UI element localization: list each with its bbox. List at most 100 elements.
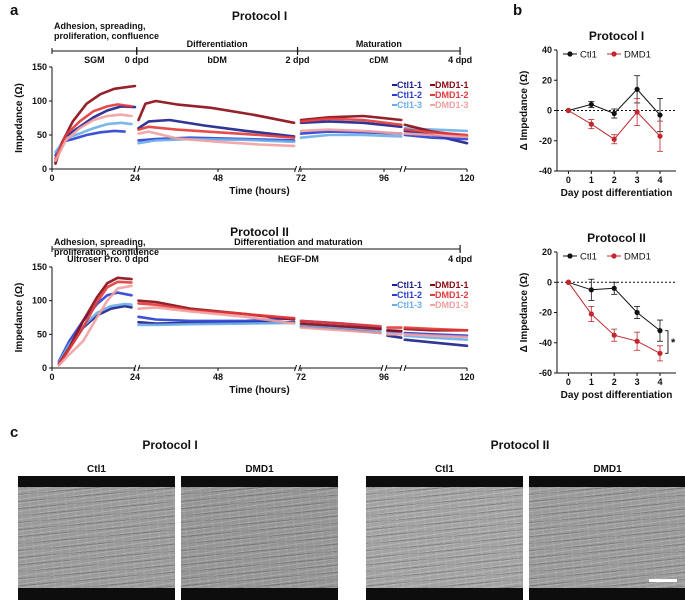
- a2-break-mark-a-1: [294, 364, 298, 372]
- a1-xtick-label-72: 72: [296, 173, 306, 183]
- a1-series-Ctl1-1-segment-1: [137, 118, 296, 138]
- b1-point-Ctl1-2: [611, 110, 617, 117]
- b1-legend-label-Ctl1: Ctl1: [580, 50, 597, 61]
- a1-phase-medium-2: cDM: [369, 55, 388, 65]
- b2-point-DMD1-3: [634, 338, 640, 344]
- a2-legend-label-DMD1-2: DMD1-2: [435, 290, 469, 300]
- b2-ytick-label-20: 20: [542, 247, 552, 257]
- a1-legend-label-Ctl1-2: Ctl1-2: [397, 90, 422, 100]
- a1-marker-label-1: 2 dpd: [286, 55, 310, 65]
- b1-ytick-label-20: 20: [542, 75, 552, 85]
- a1-break-mark-b-1: [298, 165, 302, 173]
- a2-break-mark-b-3: [403, 364, 407, 372]
- b1-xtick-label-4: 4: [657, 175, 662, 185]
- micrograph-p2-dmd1: [529, 476, 685, 600]
- b2-xtick-label-1: 1: [589, 377, 594, 387]
- a1-series-Ctl1-3-segment-2: [299, 133, 403, 139]
- a1-series-Ctl1-3-segment-3: [403, 126, 469, 133]
- b2-point-DMD1-4: [657, 350, 663, 356]
- b2-point-DMD1-1: [588, 311, 594, 317]
- a2-legend-label-DMD1-1: DMD1-1: [435, 280, 469, 290]
- panel-c-group-title-protocol-1: Protocol I: [142, 438, 198, 452]
- b2-legend-marker-DMD1: [611, 253, 617, 259]
- a1-legend-label-DMD1-2: DMD1-2: [435, 90, 469, 100]
- b2-significance-bracket: [664, 330, 669, 354]
- a1-phase-label-2: Maturation: [356, 39, 402, 49]
- b1-point-DMD1-1: [588, 121, 594, 127]
- panel-c-image-label-p1-ctl1: Ctl1: [87, 464, 106, 475]
- b2-ytick-label--40: -40: [539, 338, 552, 348]
- a2-series-DMD1-1-segment-2: [299, 322, 382, 331]
- b2-point-DMD1-2: [611, 332, 617, 338]
- a1-series-DMD1-1-segment-2: [299, 114, 403, 122]
- b1-point-DMD1-4: [657, 133, 663, 139]
- b2-point-Ctl1-4: [657, 328, 663, 334]
- micrograph-p1-dmd1: [181, 476, 338, 600]
- b1-point-Ctl1-4: [657, 112, 663, 118]
- a2-series-DMD1-1-segment-3: [386, 329, 403, 333]
- b2-point-Ctl1-2: [611, 285, 617, 291]
- b1-legend-marker-DMD1: [611, 51, 617, 57]
- panel-letter-a: a: [10, 2, 19, 19]
- b1-ytick-label-40: 40: [542, 45, 552, 55]
- b2-ytick-label-0: 0: [547, 277, 552, 287]
- a2-title: Protocol II: [230, 225, 289, 239]
- b1-ytick-label--20: -20: [539, 136, 552, 146]
- a1-break-gap-2: [401, 166, 405, 172]
- panel-letter-b: b: [513, 2, 523, 19]
- micrograph-p1-ctl1: [18, 476, 175, 600]
- b2-ytick-label--60: -60: [539, 368, 552, 378]
- a2-phase-medium-1: hEGF-DM: [278, 254, 319, 264]
- b2-title: Protocol II: [587, 231, 646, 245]
- a2-series-DMD1-2-segment-4: [403, 326, 469, 332]
- a2-series-DMD1-3-segment-0: [57, 284, 133, 367]
- a2-break-mark-b-2: [384, 364, 388, 372]
- a2-ytick-label-100: 100: [32, 296, 47, 306]
- a1-title: Protocol I: [232, 9, 287, 23]
- a2-ylabel: Impedance (Ω): [14, 283, 25, 353]
- a2-legend-label-DMD1-3: DMD1-3: [435, 300, 469, 310]
- b1-xtick-label-1: 1: [589, 175, 594, 185]
- panel-c-group-title-protocol-2: Protocol II: [490, 438, 550, 452]
- a2-xtick-label-72: 72: [296, 372, 306, 382]
- a1-series-DMD1-1-segment-1: [137, 99, 296, 125]
- a1-xtick-label-24: 24: [130, 173, 140, 183]
- b2-xlabel: Day post differentiation: [561, 390, 673, 401]
- a1-phase-label-0-line-0: Adhesion, spreading,: [54, 21, 146, 31]
- b1-ylabel: Δ Impedance (Ω): [519, 71, 530, 151]
- a1-series-DMD1-2-segment-3: [403, 128, 469, 137]
- a2-xtick-label-48: 48: [213, 372, 223, 382]
- b2-xtick-label-4: 4: [657, 377, 662, 387]
- a2-phase-label-0-line-0: Adhesion, spreading,: [54, 237, 146, 247]
- a1-series-DMD1-3-segment-3: [403, 132, 469, 139]
- a2-xlabel: Time (hours): [229, 385, 289, 396]
- a2-xtick-label-24: 24: [130, 372, 140, 382]
- a2-break-gap-1: [296, 365, 300, 371]
- a2-legend-label-Ctl1-2: Ctl1-2: [397, 290, 422, 300]
- b2-significance-mark: *: [671, 337, 676, 349]
- a2-ytick-label-50: 50: [37, 329, 47, 339]
- scale-bar: [649, 579, 677, 582]
- a1-ylabel: Impedance (Ω): [14, 83, 25, 153]
- b1-ytick-label-0: 0: [547, 106, 552, 116]
- a2-series-DMD1-2-segment-1: [137, 302, 296, 320]
- a1-break-mark-a-2: [399, 165, 403, 173]
- a2-break-mark-b-1: [298, 364, 302, 372]
- b1-point-DMD1-0: [565, 107, 572, 114]
- a2-marker-label-1: 4 dpd: [448, 254, 472, 264]
- a1-legend-label-DMD1-1: DMD1-1: [435, 80, 469, 90]
- a1-legend-label-Ctl1-3: Ctl1-3: [397, 100, 422, 110]
- a1-marker-label-2: 4 dpd: [448, 55, 472, 65]
- a1-break-gap-1: [296, 166, 300, 172]
- a2-series-Ctl1-2-segment-4: [403, 331, 469, 337]
- a2-series-Ctl1-1-segment-3: [386, 334, 403, 339]
- panel-c-image-label-p2-dmd1: DMD1: [593, 464, 622, 475]
- a2-legend-label-Ctl1-3: Ctl1-3: [397, 300, 422, 310]
- a2-break-gap-2: [382, 365, 386, 371]
- a1-series-Ctl1-2-segment-3: [403, 133, 469, 141]
- a1-phase-medium-0: SGM: [84, 55, 105, 65]
- a2-series-DMD1-3-segment-1: [137, 306, 296, 325]
- a1-xtick-label-120: 120: [459, 173, 474, 183]
- a2-ytick-label-150: 150: [32, 262, 47, 272]
- a2-xtick-label-0: 0: [49, 372, 54, 382]
